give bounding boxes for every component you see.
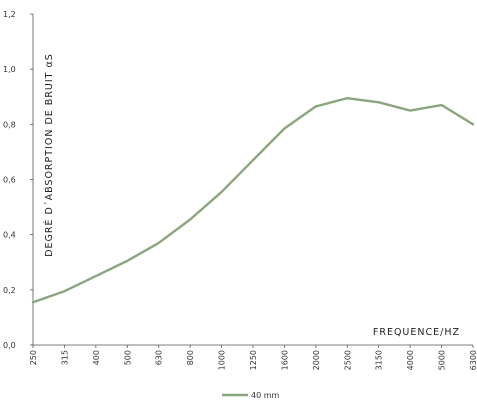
x-tick-label: 1600 <box>280 350 289 370</box>
y-tick-label: 0,2 <box>3 286 16 295</box>
x-tick-label: 800 <box>186 350 195 365</box>
y-axis-ticks: 0,0 0,2 0,4 0,6 0,8 1,0 1,2 <box>3 10 33 350</box>
legend: 40 mm <box>222 391 280 400</box>
x-tick-label: 315 <box>60 350 69 365</box>
y-tick-label: 0,8 <box>3 120 16 129</box>
y-tick-label: 0,4 <box>3 231 16 240</box>
x-tick-label: 4000 <box>406 350 415 370</box>
legend-label: 40 mm <box>251 391 280 400</box>
x-tick-label: 400 <box>92 350 101 365</box>
y-tick-label: 1,0 <box>3 65 16 74</box>
x-tick-label: 250 <box>29 350 38 365</box>
x-tick-label: 630 <box>155 350 164 365</box>
x-axis-ticks: 250 315 400 500 630 800 1000 1250 1600 2000 2500 31… <box>29 345 477 370</box>
x-tick-label: 1000 <box>218 350 227 370</box>
x-tick-label: 5000 <box>438 350 447 370</box>
series-line-40mm <box>31 96 475 304</box>
y-axis-label: DEGRÉ D´ABSORPTION DE BRUIT αS <box>43 53 55 257</box>
x-tick-label: 2500 <box>343 350 352 370</box>
x-tick-label: 1250 <box>249 350 258 370</box>
y-tick-label: 0,0 <box>3 341 16 350</box>
y-tick-label: 0,6 <box>3 176 16 185</box>
y-tick-label: 1,2 <box>3 10 16 19</box>
x-tick-label: 6300 <box>469 350 477 370</box>
x-axis-label: FREQUENCE/HZ <box>373 327 460 338</box>
x-tick-label: 3150 <box>375 350 384 370</box>
x-tick-label: 500 <box>123 350 132 365</box>
x-tick-label: 2000 <box>312 350 321 370</box>
